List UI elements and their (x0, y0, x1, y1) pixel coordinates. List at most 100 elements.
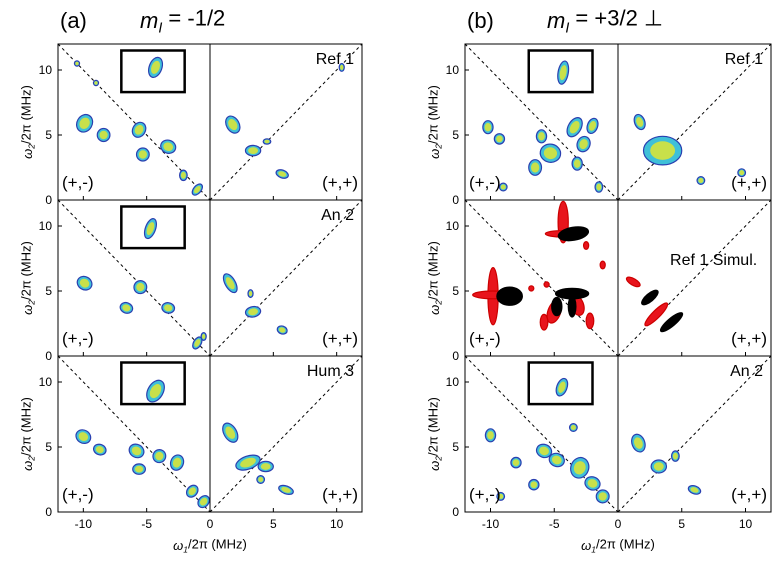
contour (79, 278, 90, 288)
contour (225, 277, 235, 290)
y-axis-label-symbol: ω (427, 461, 442, 471)
panel-title-symbol: m (140, 8, 158, 33)
anti-diagonal (58, 356, 211, 512)
panel-title-text: = +3/2 ⊥ (569, 6, 663, 31)
subplot: 0 5 10 Ref 1 (+,-) (+,+) (39, 43, 363, 207)
contour (498, 493, 504, 499)
contour (641, 289, 659, 306)
y-axis-label-symbol: ω (427, 149, 442, 159)
contour (248, 291, 253, 297)
diagonal (209, 44, 362, 200)
y-tick-label: 10 (39, 375, 53, 389)
x-axis-label-text: /2π (MHz) (188, 537, 247, 552)
subplot: 0 5 10 An 2 (+,-) (+,+) (39, 199, 363, 363)
x-tick-label: 0 (615, 517, 622, 531)
y-tick-label: 5 (45, 284, 52, 298)
panel-label: (b) (467, 8, 494, 33)
y-axis-label-sub: 2 (434, 300, 444, 306)
x-tick-label: -10 (75, 517, 93, 531)
contour (567, 295, 577, 318)
contour (180, 171, 186, 179)
x-tick-label: 10 (739, 517, 753, 531)
quadrant-label: (+,-) (469, 329, 501, 348)
y-axis-label-text: /2π (MHz) (19, 241, 34, 300)
y-axis-label: ω2/2π (MHz) (19, 241, 37, 315)
x-axis-label-sub: 1 (591, 545, 596, 555)
highlight-box (120, 49, 186, 94)
subplot-name: An 2 (730, 363, 763, 380)
contour (573, 461, 586, 475)
contour (487, 431, 494, 440)
x-tick-label: 5 (270, 517, 277, 531)
x-tick-label: 0 (207, 517, 214, 531)
quadrant-label: (+,-) (62, 173, 94, 192)
contour (199, 497, 208, 506)
contour (539, 313, 549, 331)
contour (644, 302, 669, 327)
contour (151, 60, 161, 74)
y-tick-label: 10 (446, 63, 460, 77)
x-tick-label: -10 (482, 517, 500, 531)
contour (570, 424, 576, 431)
contour (134, 465, 144, 473)
contour (551, 455, 562, 465)
plot-area (58, 356, 362, 512)
plot-area (465, 200, 771, 356)
y-axis-label: ω2/2π (MHz) (426, 241, 444, 315)
diagonal (209, 356, 362, 512)
contour (278, 327, 286, 333)
subplot: 0 5 10 Ref 1 Simul. (+,-) (+,+) (446, 199, 772, 363)
contour (659, 312, 684, 333)
contour (634, 437, 643, 449)
y-axis-label-sub: 2 (27, 144, 37, 150)
contour (99, 130, 108, 140)
contour (653, 462, 664, 471)
contour (538, 132, 545, 141)
anti-diagonal (465, 200, 619, 356)
contour (131, 446, 142, 456)
quadrant-label: (+,+) (322, 173, 358, 192)
panel-title-symbol: m (547, 8, 565, 33)
highlight-box (120, 205, 186, 250)
plot-area (58, 200, 362, 356)
contour (155, 451, 164, 461)
y-tick-label: 0 (45, 193, 52, 207)
contour (278, 171, 287, 177)
contour (496, 135, 503, 143)
contour (258, 476, 264, 483)
contour (163, 142, 174, 152)
x-tick-label: -5 (549, 517, 560, 531)
y-tick-label: 5 (452, 128, 459, 142)
contour (500, 184, 506, 190)
subplot-name: Hum 3 (307, 363, 354, 380)
panel-title: mI = +3/2 ⊥ (547, 6, 663, 37)
x-axis-label-text: /2π (MHz) (596, 537, 655, 552)
anti-diagonal (58, 200, 211, 356)
contour (228, 119, 238, 131)
contour (539, 446, 549, 456)
contour (122, 304, 131, 312)
quadrant-label: (+,+) (731, 485, 767, 504)
contour (194, 185, 201, 194)
subplot: 0 5 10 Ref 1 (+,-) (+,+) (446, 43, 772, 207)
y-axis-label-symbol: ω (20, 305, 35, 315)
contour (136, 282, 145, 292)
contour (582, 241, 590, 251)
panel-title-text: = -1/2 (162, 6, 225, 31)
x-axis-label-symbol: ω (581, 538, 591, 553)
y-axis-label-text: /2π (MHz) (426, 397, 441, 456)
y-axis-label-sub: 2 (27, 300, 37, 306)
diagonal (209, 200, 362, 356)
diagonal (617, 44, 771, 200)
panel-label: (a) (60, 8, 87, 33)
contour (690, 487, 699, 493)
y-tick-label: 0 (452, 505, 459, 519)
contour (650, 141, 676, 160)
y-axis-label: ω2/2π (MHz) (19, 85, 37, 159)
contour (596, 183, 602, 191)
y-tick-label: 0 (45, 505, 52, 519)
panel-title-sub: I (158, 20, 162, 36)
contour (194, 339, 201, 347)
y-axis-label-text: /2π (MHz) (426, 85, 441, 144)
contour (557, 226, 590, 242)
